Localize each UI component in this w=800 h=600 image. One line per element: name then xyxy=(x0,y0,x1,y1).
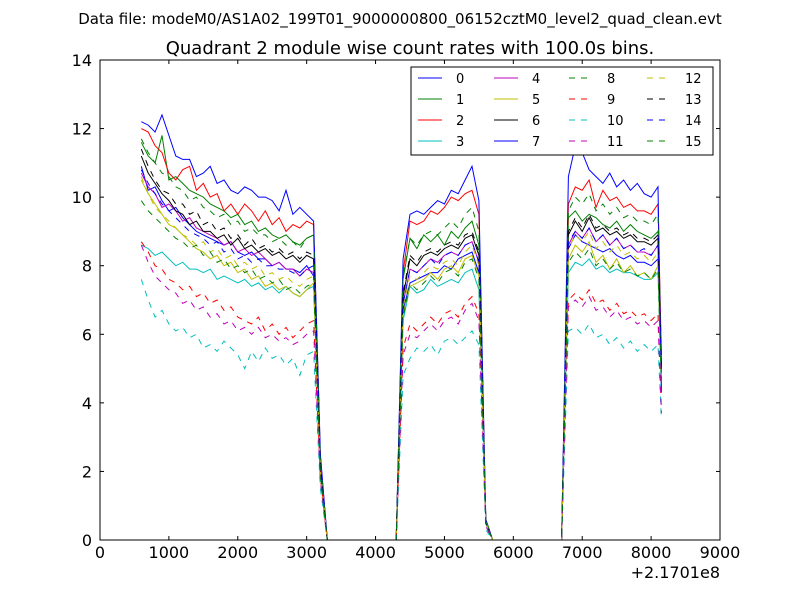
series-line-8 xyxy=(140,138,662,541)
series-line-10 xyxy=(140,279,662,541)
series-line-3 xyxy=(141,244,662,541)
y-tick-label: 2 xyxy=(82,462,92,481)
y-tick-label: 8 xyxy=(82,257,92,276)
plot-area: 0 1000 2000 3000 4000 5000 6000 7000 8000 9000 0 2 4… xyxy=(72,51,741,562)
series-layer xyxy=(140,113,662,541)
legend-label-2: 2 xyxy=(456,114,464,129)
legend-label-11: 11 xyxy=(607,135,624,150)
legend-label-7: 7 xyxy=(532,135,540,150)
x-tick-label: 4000 xyxy=(355,543,396,562)
series-line-13 xyxy=(140,148,662,541)
x-tick-label: 8000 xyxy=(631,543,672,562)
x-tick-label: 2000 xyxy=(217,543,258,562)
y-tick-label: 10 xyxy=(72,188,92,207)
ticks-layer: 0 1000 2000 3000 4000 5000 6000 7000 8000 9000 0 2 4… xyxy=(72,51,741,562)
legend-label-3: 3 xyxy=(456,135,464,150)
x-tick-label: 7000 xyxy=(562,543,603,562)
legend-label-1: 1 xyxy=(456,93,464,108)
suptitle: Data file: modeM0/AS1A02_199T01_90000008… xyxy=(78,10,722,29)
x-tick-label: 5000 xyxy=(424,543,465,562)
x-tick-label: 6000 xyxy=(493,543,534,562)
legend-frame xyxy=(410,66,714,156)
legend-label-14: 14 xyxy=(685,114,702,129)
legend-label-15: 15 xyxy=(685,135,702,150)
y-tick-label: 0 xyxy=(82,531,92,550)
legend-label-9: 9 xyxy=(607,93,615,108)
x-tick-label: 0 xyxy=(95,543,105,562)
legend-label-10: 10 xyxy=(607,114,624,129)
legend-label-5: 5 xyxy=(532,93,540,108)
y-tick-label: 4 xyxy=(82,394,92,413)
legend-label-6: 6 xyxy=(532,114,540,129)
series-line-12 xyxy=(140,176,662,541)
x-tick-label: 1000 xyxy=(149,543,190,562)
y-tick-label: 6 xyxy=(82,325,92,344)
series-line-15 xyxy=(140,200,662,541)
x-offset-label: +2.1701e8 xyxy=(631,563,720,582)
y-tick-label: 14 xyxy=(72,51,92,70)
legend-label-12: 12 xyxy=(685,72,702,87)
y-tick-label: 12 xyxy=(72,120,92,139)
axes-frame xyxy=(99,59,721,541)
legend-label-4: 4 xyxy=(532,72,540,87)
legend-label-13: 13 xyxy=(685,93,702,108)
legend-label-0: 0 xyxy=(456,72,464,87)
series-line-6 xyxy=(140,155,662,541)
x-tick-label: 3000 xyxy=(286,543,327,562)
series-line-11 xyxy=(140,244,662,541)
x-tick-label: 9000 xyxy=(700,543,741,562)
chart-title: Quadrant 2 module wise count rates with … xyxy=(166,38,655,59)
legend-label-8: 8 xyxy=(607,72,615,87)
